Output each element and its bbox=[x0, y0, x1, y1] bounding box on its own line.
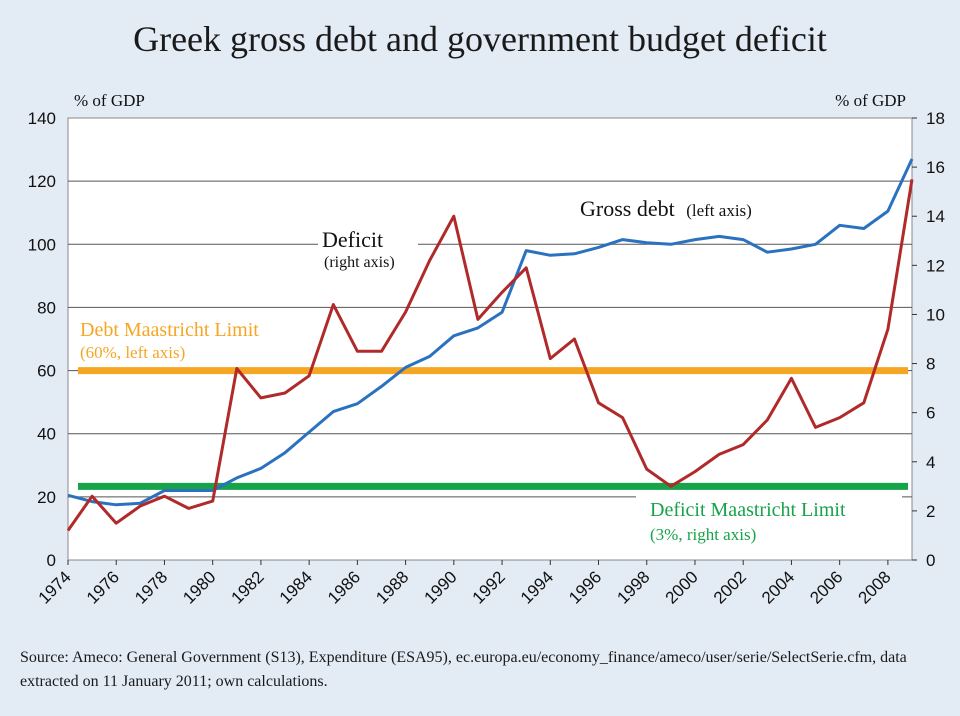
right-tick-label: 6 bbox=[926, 404, 935, 423]
debt-limit-note: (60%, left axis) bbox=[80, 343, 185, 362]
deficit-label-bg bbox=[318, 226, 418, 274]
right-tick-label: 14 bbox=[926, 207, 945, 226]
x-tick-label: 2004 bbox=[758, 567, 798, 607]
right-tick-label: 8 bbox=[926, 355, 935, 374]
x-tick-label: 1990 bbox=[420, 567, 460, 607]
right-tick-label: 4 bbox=[926, 453, 935, 472]
x-tick-label: 1988 bbox=[372, 567, 412, 607]
deficit-limit-label-bg bbox=[636, 492, 902, 550]
left-tick-label: 40 bbox=[37, 425, 56, 444]
left-tick-label: 80 bbox=[37, 298, 56, 317]
x-tick-label: 1984 bbox=[276, 567, 316, 607]
deficit-series-note: (right axis) bbox=[324, 254, 395, 271]
left-axis-unit: % of GDP bbox=[74, 91, 145, 110]
debt-limit-label: Debt Maastricht Limit bbox=[80, 319, 259, 341]
right-tick-label: 0 bbox=[926, 551, 935, 570]
x-tick-label: 2006 bbox=[806, 567, 846, 607]
left-tick-label: 0 bbox=[47, 551, 56, 570]
x-tick-label: 1996 bbox=[565, 567, 605, 607]
series-lines bbox=[66, 158, 914, 532]
right-axis-unit: % of GDP bbox=[835, 91, 906, 110]
left-tick-label: 20 bbox=[37, 488, 56, 507]
x-tick-label: 1992 bbox=[469, 567, 509, 607]
right-tick-label: 10 bbox=[926, 305, 945, 324]
left-tick-label: 140 bbox=[28, 109, 56, 128]
deficit-limit-label: Deficit Maastricht Limit bbox=[650, 499, 846, 521]
x-tick-label: 1974 bbox=[35, 567, 75, 607]
x-tick-label: 1986 bbox=[324, 567, 364, 607]
x-tick-label: 1980 bbox=[179, 567, 219, 607]
debt-series-label: Gross debt (left axis) bbox=[580, 196, 752, 221]
right-tick-label: 2 bbox=[926, 502, 935, 521]
left-tick-label: 120 bbox=[28, 172, 56, 191]
right-tick-label: 18 bbox=[926, 109, 945, 128]
deficit-limit-note: (3%, right axis) bbox=[650, 525, 756, 544]
right-tick-label: 16 bbox=[926, 158, 945, 177]
left-tick-label: 60 bbox=[37, 362, 56, 381]
x-tick-label: 1978 bbox=[131, 567, 171, 607]
x-tick-label: 1998 bbox=[613, 567, 653, 607]
x-tick-label: 1982 bbox=[228, 567, 268, 607]
gross-debt-line bbox=[67, 158, 914, 507]
deficit-line bbox=[66, 179, 914, 532]
debt-label-main: Gross debt bbox=[580, 196, 675, 221]
x-tick-label: 2002 bbox=[710, 567, 750, 607]
x-tick-label: 1976 bbox=[83, 567, 123, 607]
x-tick-label: 1994 bbox=[517, 567, 557, 607]
x-tick-label: 2008 bbox=[855, 567, 895, 607]
deficit-series-label: Deficit bbox=[322, 227, 383, 252]
left-tick-label: 100 bbox=[28, 235, 56, 254]
debt-label-note: (left axis) bbox=[686, 201, 752, 220]
right-tick-label: 12 bbox=[926, 256, 945, 275]
source-note: Source: Ameco: General Government (S13),… bbox=[20, 649, 907, 690]
chart-title: Greek gross debt and government budget d… bbox=[133, 19, 827, 59]
x-tick-label: 2000 bbox=[662, 567, 702, 607]
